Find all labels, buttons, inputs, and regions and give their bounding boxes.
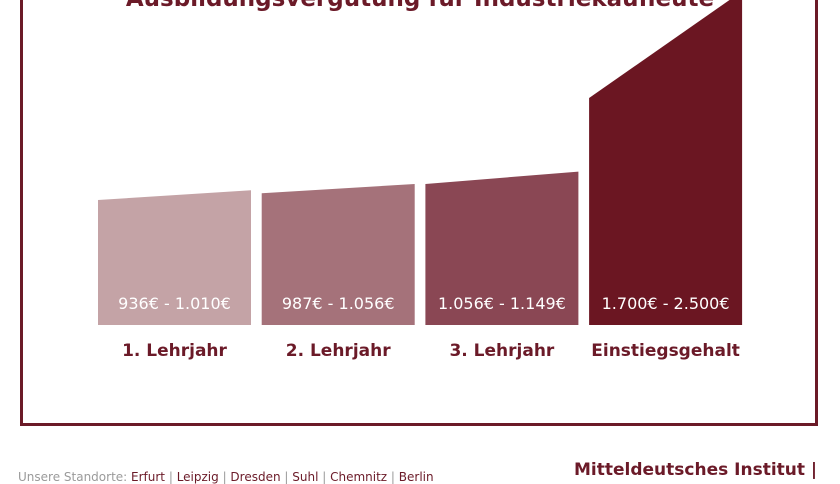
location-link[interactable]: Erfurt — [131, 470, 166, 484]
chart-frame — [20, 0, 818, 426]
bar — [98, 190, 251, 325]
chart-title: Ausbildungsvergütung für Industriekaufle… — [0, 0, 840, 12]
bar — [425, 171, 579, 325]
locations-prefix: Unsere Standorte: — [18, 470, 128, 484]
data-label: 1.700€ - 2.500€ — [602, 294, 730, 313]
category-label: Einstiegsgehalt — [591, 341, 740, 361]
location-link[interactable]: Leipzig — [176, 470, 219, 484]
location-separator: | — [318, 470, 331, 484]
location-link[interactable]: Suhl — [292, 470, 319, 484]
category-label: 2. Lehrjahr — [286, 341, 391, 361]
bar — [589, 0, 743, 325]
location-separator: | — [165, 470, 177, 484]
data-label: 987€ - 1.056€ — [282, 294, 395, 313]
category-label: 3. Lehrjahr — [449, 341, 554, 361]
locations-list: Erfurt | Leipzig | Dresden | Suhl | Chem… — [131, 470, 434, 484]
location-separator: | — [218, 470, 231, 484]
location-separator: | — [387, 470, 399, 484]
location-link[interactable]: Dresden — [230, 470, 281, 484]
location-link[interactable]: Chemnitz — [330, 470, 388, 484]
location-link[interactable]: Berlin — [398, 470, 434, 484]
data-label: 1.056€ - 1.149€ — [438, 294, 566, 313]
bar — [261, 184, 415, 325]
location-separator: | — [280, 470, 293, 484]
category-label: 1. Lehrjahr — [122, 341, 227, 361]
brand-name: Mitteldeutsches Institut | — [574, 460, 818, 480]
locations-footer: Unsere Standorte: Erfurt | Leipzig | Dre… — [18, 470, 434, 484]
data-label: 936€ - 1.010€ — [118, 294, 231, 313]
